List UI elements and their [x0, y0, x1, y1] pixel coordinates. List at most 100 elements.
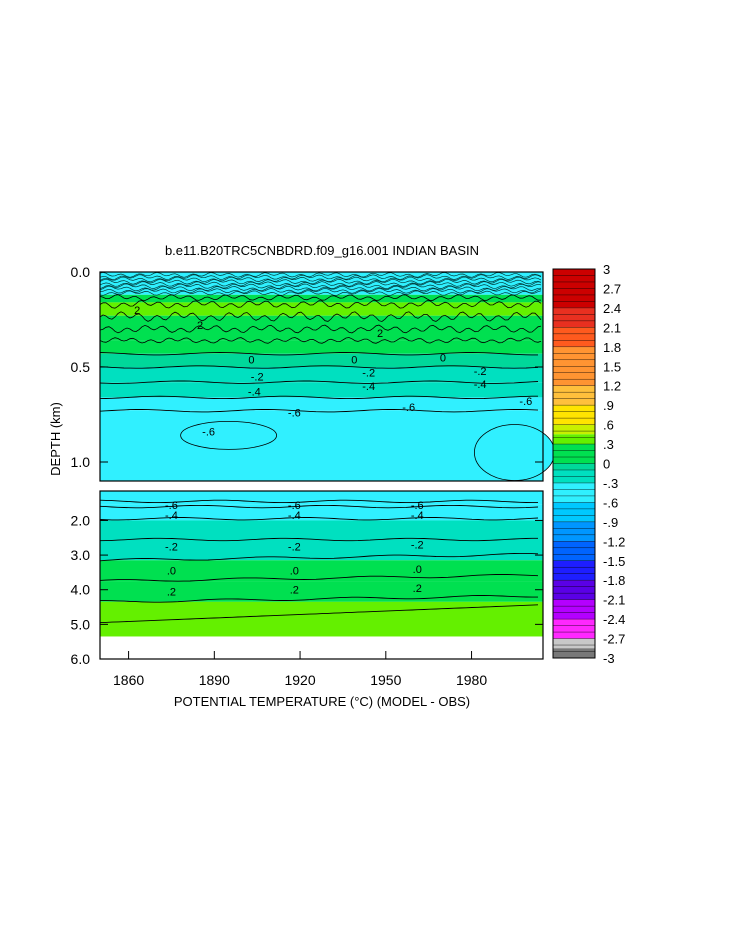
contour-label: .0 — [167, 566, 176, 578]
colorbar-swatch — [553, 502, 595, 522]
contour-label: .2 — [413, 583, 422, 595]
surface-contour-line — [99, 287, 542, 294]
contour-label: 0 — [440, 353, 446, 365]
contour-line — [99, 504, 539, 509]
contour-label: 0 — [248, 354, 254, 366]
contour-label: -.4 — [165, 510, 178, 522]
contour-label: -.2 — [251, 372, 264, 384]
data-band — [100, 560, 543, 582]
colorbar-label: 2.7 — [603, 281, 621, 296]
colorbar-label: 3 — [603, 262, 610, 277]
colorbar-label: 1.8 — [603, 340, 621, 355]
contour-label: -.4 — [362, 381, 375, 393]
colorbar-label: -2.7 — [603, 632, 625, 647]
contour-line — [100, 595, 538, 603]
x-tick-label: 1890 — [199, 672, 230, 688]
colorbar-label: -.9 — [603, 515, 618, 530]
surface-contour-line — [99, 294, 542, 301]
contour-line — [99, 409, 539, 413]
contour-line — [99, 352, 538, 356]
contour-line — [99, 552, 539, 562]
colorbar-swatch — [553, 560, 595, 581]
contour-label: -.6 — [402, 402, 415, 414]
colorbar-label: -1.8 — [603, 573, 625, 588]
surface-contour-line — [99, 300, 542, 309]
colorbar-swatch — [553, 424, 595, 435]
contour-line — [99, 574, 539, 582]
colorbar-label: 0 — [603, 457, 610, 472]
contour-label: -.6 — [202, 427, 215, 439]
contour-line — [99, 499, 538, 504]
colorbar-swatch — [553, 541, 595, 561]
contour-line — [99, 517, 539, 521]
data-band — [100, 302, 543, 316]
contour-line — [99, 537, 538, 542]
contour-label: -.6 — [165, 500, 178, 512]
lower-depth-panel: -.6 -.6 -.6-.4 -.4 -.4-.2 -.2 -.2.0.0.0.2.2.22… — [71, 490, 544, 667]
colorbar-label: -.6 — [603, 495, 618, 510]
colorbar-swatch — [553, 619, 595, 639]
contour-label: -.4 — [474, 379, 487, 391]
contour-label: 2 — [377, 328, 383, 340]
surface-contour-line — [99, 276, 542, 283]
y-tick-label: 0.5 — [71, 359, 91, 375]
colorbar-legend: 3 2.7 2.4 2.1 1.8 1.5 1.2 .9 .6 .3 0 -.3 -.6 -.9 -1.2 -… — [552, 262, 625, 666]
data-band — [100, 329, 543, 341]
x-axis: 1860 1890 1920 1950 1980 — [113, 651, 487, 688]
data-band — [100, 520, 543, 540]
no-data-region — [100, 636, 543, 659]
colorbar-label: -1.2 — [603, 534, 625, 549]
data-band — [100, 539, 543, 561]
contour-label: -.4 — [248, 387, 261, 399]
upper-depth-panel: 220 0 0-.2 -.2 -.2-.4 -.4 -.4-.6 -.6 -.6-.620.00… — [71, 264, 555, 482]
contour-label: -.6 — [519, 396, 532, 408]
x-tick-label: 1860 — [113, 672, 144, 688]
colorbar-label: 1.2 — [603, 379, 621, 394]
colorbar-label: 2.1 — [603, 320, 621, 335]
colorbar-swatch — [553, 434, 595, 445]
contour-line — [99, 604, 539, 624]
colorbar-swatch — [553, 307, 595, 328]
contour-label: 2 — [197, 320, 203, 332]
colorbar-label: -.3 — [603, 476, 618, 491]
data-band — [100, 340, 543, 354]
x-tick-label: 1950 — [370, 672, 401, 688]
colorbar-label: 1.5 — [603, 359, 621, 374]
colorbar-frame — [552, 268, 596, 659]
contour-label: .2 — [167, 586, 176, 598]
y-tick-label: 6.0 — [71, 651, 91, 667]
colorbar-swatch — [553, 385, 595, 406]
contour-label: -.4 — [288, 510, 301, 522]
surface-contour-line — [99, 324, 542, 334]
data-band — [100, 504, 543, 521]
colorbar-swatch — [553, 482, 595, 503]
colorbar-label: -3 — [603, 651, 615, 666]
contour-label: -.2 — [474, 366, 487, 378]
surface-contour-line — [99, 290, 542, 296]
data-band — [100, 397, 543, 411]
colorbar-label: .6 — [603, 418, 614, 433]
y-tick-label: 3.0 — [71, 547, 91, 563]
data-band — [100, 410, 543, 481]
contour-label: -.2 — [411, 540, 424, 552]
x-tick-label: 1920 — [284, 672, 315, 688]
contour-label: 0 — [351, 354, 357, 366]
contour-label: .0 — [290, 566, 299, 578]
surface-contour-line — [99, 283, 542, 290]
surface-contour-line — [99, 272, 542, 278]
colorbar-label: .3 — [603, 437, 614, 452]
panel-frame — [99, 490, 544, 660]
contour-label: .2 — [290, 585, 299, 597]
y-tick-label: 1.0 — [71, 454, 91, 470]
colorbar-swatch — [553, 599, 595, 620]
colorbar-label: 2.4 — [603, 301, 621, 316]
surface-contour-line — [99, 278, 542, 285]
contour-label: -.2 — [362, 368, 375, 380]
data-band — [100, 491, 543, 505]
contour-label: -.6 — [288, 500, 301, 512]
surface-contour-line — [99, 337, 542, 344]
surface-contour-line — [99, 281, 542, 287]
colorbar-swatch — [553, 327, 595, 347]
contour-line — [99, 395, 538, 400]
